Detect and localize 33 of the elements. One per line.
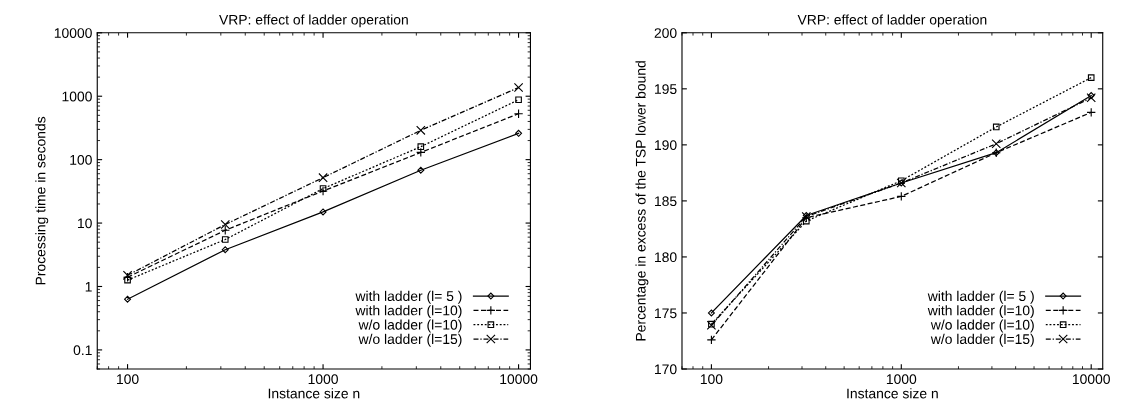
y-tick-label: 10 xyxy=(78,218,92,229)
y-tick-label: 10000 xyxy=(54,28,92,38)
legend-label: w/o ladder (l=10) xyxy=(358,319,462,333)
y-tick-label: 195 xyxy=(655,84,677,94)
x-axis-title: Instance size n xyxy=(268,388,360,399)
x-tick-label: 10000 xyxy=(1072,374,1110,385)
x-tick-label: 1000 xyxy=(308,374,338,385)
y-tick-label: 100 xyxy=(70,154,92,165)
y-tick-label: 170 xyxy=(655,364,677,375)
legend-label: w/o ladder (l=10) xyxy=(930,319,1034,333)
legend-label: with ladder (l= 5 ) xyxy=(355,290,462,304)
x-axis-title: Instance size n xyxy=(847,388,938,399)
y-tick-label: 190 xyxy=(655,140,677,151)
x-tick-label: 100 xyxy=(700,374,723,385)
legend-label: with ladder (l=10) xyxy=(355,305,462,319)
y-tick-label: 185 xyxy=(655,196,677,207)
x-tick-label: 1000 xyxy=(886,374,917,385)
y-tick-label: 175 xyxy=(655,308,677,319)
chart-title: VRP: effect of ladder operation xyxy=(797,14,987,28)
y-axis-title: Percentage in excess of the TSP lower bound xyxy=(635,61,649,341)
y-tick-label: 1 xyxy=(85,281,92,292)
x-tick-label: 100 xyxy=(117,374,139,385)
legend-label: with ladder (l=10) xyxy=(927,305,1034,319)
y-tick-label: 0.1 xyxy=(73,345,92,356)
y-tick-label: 200 xyxy=(654,28,677,38)
y-tick-label: 180 xyxy=(655,252,677,263)
y-axis-title: Processing time in seconds xyxy=(35,116,49,285)
chart-title: VRP: effect of ladder operation xyxy=(219,14,408,28)
x-tick-label: 10000 xyxy=(500,374,538,385)
legend-label: with ladder (l= 5 ) xyxy=(927,290,1034,304)
legend-label: w/o ladder (l=15) xyxy=(930,333,1034,347)
y-tick-label: 1000 xyxy=(62,91,92,102)
legend-label: w/o ladder (l=15) xyxy=(358,333,462,347)
